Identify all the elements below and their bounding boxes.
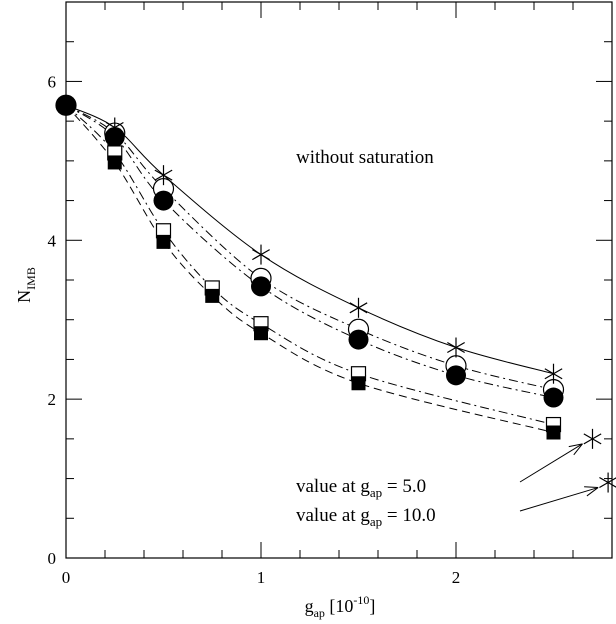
star-stroke [599, 477, 616, 488]
filled-circle-marker [543, 387, 564, 408]
note-arrow [519, 443, 583, 483]
star-stroke [583, 433, 602, 445]
star-stroke [252, 249, 270, 261]
y-tick-label: 0 [48, 549, 57, 568]
y-axis-title: NIMB [14, 267, 38, 303]
star-marker [583, 428, 602, 449]
note-arrowhead [586, 487, 599, 497]
filled-circle-marker [251, 276, 271, 297]
star-stroke [349, 302, 368, 314]
filled-square-marker [205, 288, 220, 303]
x-tick-label: 0 [62, 568, 71, 587]
note-arrowhead [568, 443, 583, 448]
y-tick-label: 2 [48, 390, 57, 409]
star-marker [252, 244, 270, 265]
note-value-at-gap: value at gap = 10.0 [296, 505, 436, 529]
star-stroke [447, 341, 465, 354]
note-arrow [519, 487, 599, 512]
star-stroke [544, 368, 563, 380]
x-tick-label: 2 [452, 568, 461, 587]
plot-frame [65, 1, 613, 559]
star-marker [544, 363, 563, 384]
data-markers [55, 94, 616, 493]
star-marker [447, 337, 465, 358]
filled-square-marker [156, 234, 171, 249]
filled-square-marker [107, 155, 122, 170]
filled-circle-marker [446, 365, 466, 386]
filled-circle-marker [104, 127, 125, 148]
filled-square-marker [351, 376, 366, 391]
fit-curve-star [65, 104, 554, 375]
x-tick-label: 1 [257, 568, 266, 587]
y-tick-label: 4 [48, 231, 57, 250]
note-value-at-gap: value at gap = 5.0 [296, 476, 426, 500]
filled-circle-marker [153, 190, 174, 211]
filled-square-marker [546, 425, 561, 440]
y-tick-label: 6 [48, 72, 57, 91]
star-stroke [154, 169, 173, 181]
note-arrowhead [573, 443, 583, 456]
filled-square-marker [254, 326, 268, 341]
star-marker [599, 472, 616, 493]
x-axis-title: gap [10-10] [305, 593, 376, 620]
chart-labels: without saturation gap [10-10] NIMB value … [14, 147, 599, 620]
annotation-without-saturation: without saturation [296, 147, 434, 168]
star-marker [349, 297, 368, 318]
plot-axes: 0 1 2 0 2 4 6 [48, 1, 613, 587]
star-marker [154, 165, 173, 186]
filled-circle-marker [348, 329, 369, 350]
filled-square-marker [59, 98, 73, 113]
note-arrowhead [584, 486, 599, 489]
